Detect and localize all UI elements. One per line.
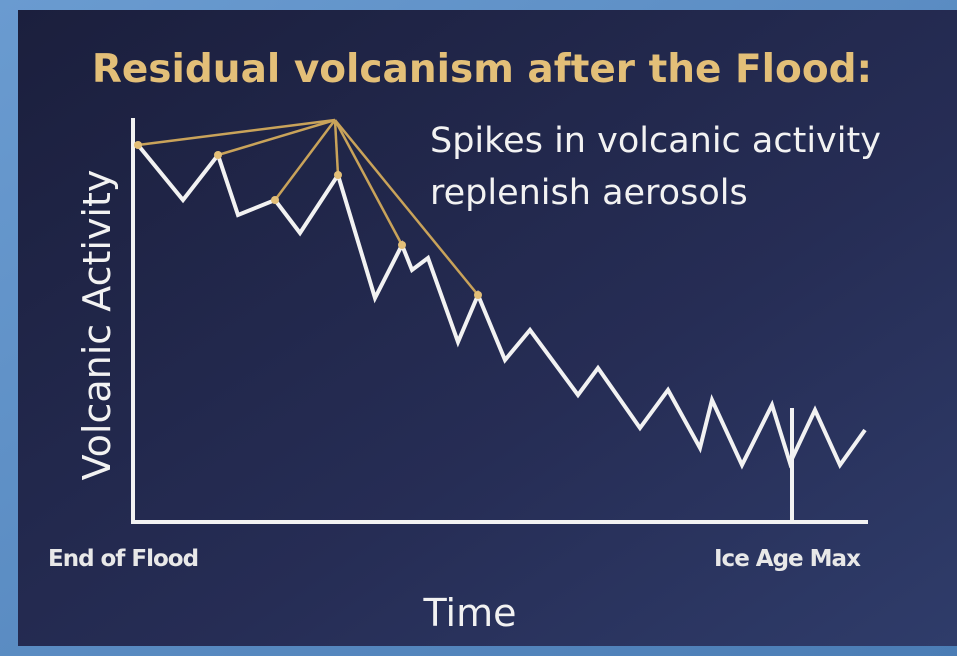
- dot: [398, 241, 406, 249]
- link: [137, 118, 336, 147]
- annotation: Spikes in volcanic activity: [430, 121, 881, 161]
- link: [217, 118, 336, 157]
- dot: [134, 141, 142, 149]
- dot: [334, 171, 342, 179]
- dot: [271, 196, 279, 204]
- link: [333, 119, 340, 176]
- spike-dots: [134, 141, 482, 299]
- panel: [18, 10, 957, 646]
- x-axis-label: Time: [423, 591, 517, 635]
- link: [274, 119, 336, 201]
- annotation: replenish aerosols: [430, 173, 748, 213]
- activity-line: [136, 143, 867, 470]
- x-end-label: Ice Age Max: [714, 546, 861, 572]
- y-axis-label: Volcanic Activity: [75, 170, 119, 481]
- dot: [474, 291, 482, 299]
- title: Residual volcanism after the Flood:: [92, 47, 872, 92]
- link: [334, 119, 479, 296]
- dot: [214, 151, 222, 159]
- x-start-label: End of Flood: [48, 546, 198, 572]
- spike-links: [137, 118, 479, 296]
- link: [333, 119, 404, 246]
